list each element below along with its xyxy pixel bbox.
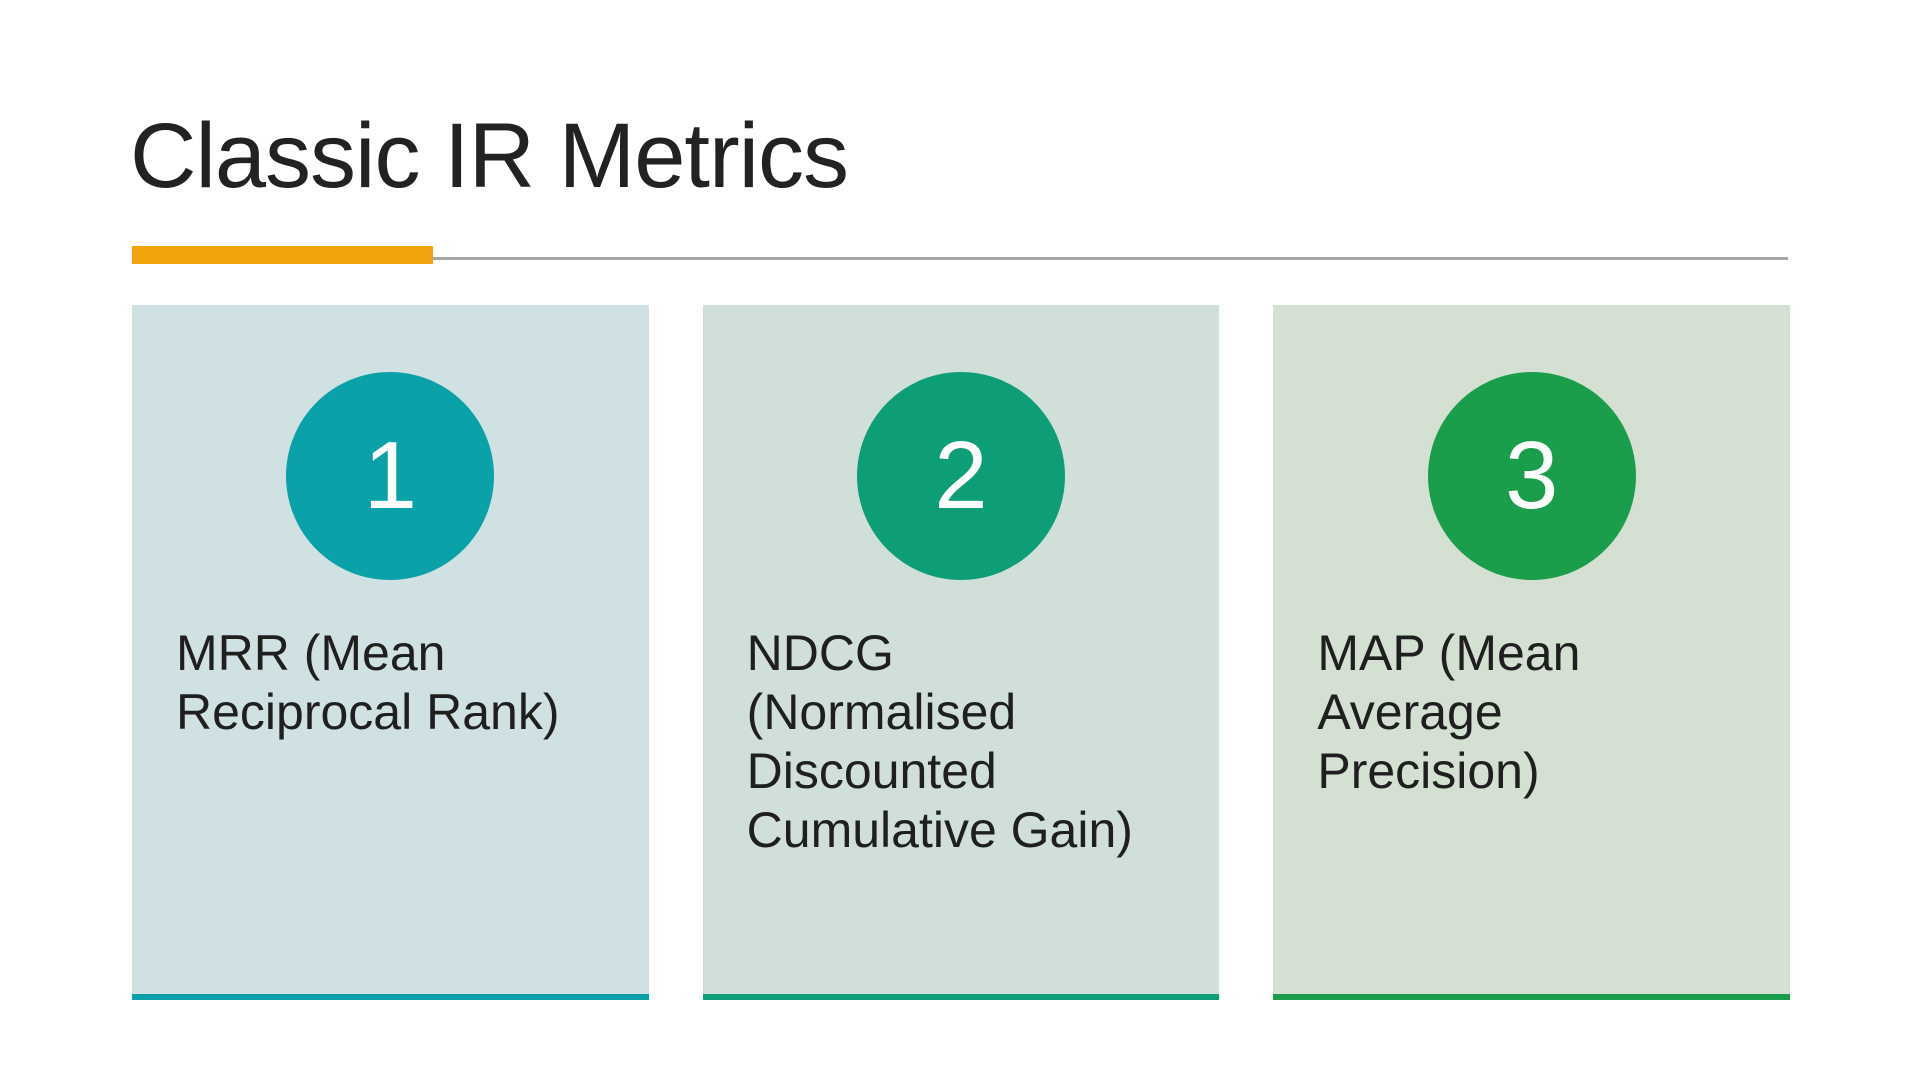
card-label-ndcg: NDCG (Normalised Discounted Cumulative G… [746,625,1133,858]
accent-bar [132,246,433,264]
page-title: Classic IR Metrics [130,105,849,207]
card-label-map: MAP (Mean Average Precision) [1317,625,1581,799]
metric-cards: 1 MRR (Mean Reciprocal Rank) 2 NDCG (Nor… [132,305,1791,1000]
number-circle-3: 3 [1427,372,1636,580]
number-label: 3 [1504,422,1559,529]
number-circle-1: 1 [286,372,495,580]
card-label-mrr: MRR (Mean Reciprocal Rank) [176,625,560,740]
card-mrr: 1 MRR (Mean Reciprocal Rank) [132,305,649,1000]
card-ndcg: 2 NDCG (Normalised Discounted Cumulative… [702,305,1220,1000]
divider-line [433,257,1788,260]
card-map: 3 MAP (Mean Average Precision) [1273,305,1791,1000]
number-circle-2: 2 [857,372,1065,580]
title-divider [132,246,1788,264]
number-label: 1 [363,422,418,529]
number-label: 2 [934,422,988,529]
